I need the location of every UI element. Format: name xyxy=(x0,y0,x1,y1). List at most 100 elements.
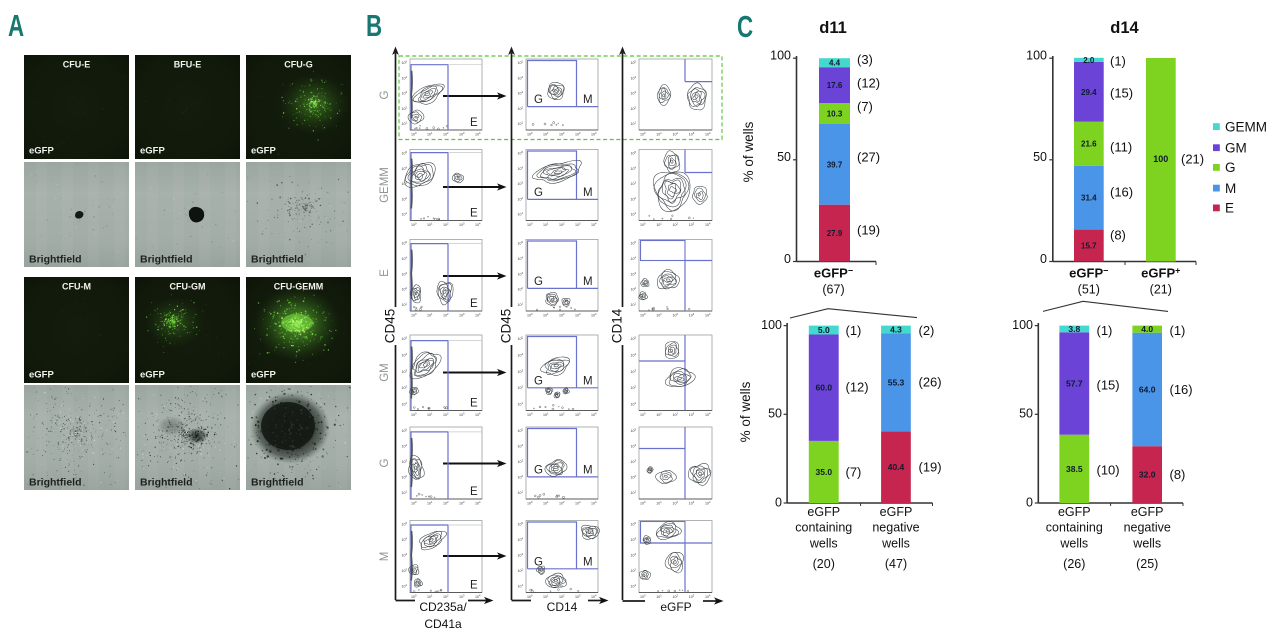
svg-text:M: M xyxy=(583,187,593,199)
svg-text:105: 105 xyxy=(631,521,637,526)
svg-text:104: 104 xyxy=(475,131,481,136)
svg-text:101: 101 xyxy=(402,121,408,126)
svg-text:103: 103 xyxy=(689,222,695,227)
svg-text:102: 102 xyxy=(631,385,637,390)
svg-text:M: M xyxy=(1225,181,1236,196)
svg-text:27.9: 27.9 xyxy=(827,229,843,238)
svg-text:104: 104 xyxy=(591,412,597,417)
svg-text:eGFP+: eGFP+ xyxy=(1141,266,1180,281)
svg-text:103: 103 xyxy=(402,552,408,557)
svg-text:(67): (67) xyxy=(822,283,844,297)
svg-text:(16): (16) xyxy=(1110,185,1133,200)
svg-text:102: 102 xyxy=(443,594,449,599)
svg-text:102: 102 xyxy=(402,105,408,110)
svg-text:CD45: CD45 xyxy=(499,309,514,344)
svg-text:29.4: 29.4 xyxy=(1081,88,1097,97)
svg-text:Brightfield: Brightfield xyxy=(251,477,304,489)
svg-text:102: 102 xyxy=(518,385,524,390)
svg-text:104: 104 xyxy=(402,537,408,542)
svg-text:105: 105 xyxy=(518,150,524,155)
svg-text:103: 103 xyxy=(631,90,637,95)
svg-text:(3): (3) xyxy=(857,52,873,67)
svg-text:100: 100 xyxy=(527,131,533,136)
svg-text:105: 105 xyxy=(631,150,637,155)
svg-text:32.0: 32.0 xyxy=(1139,470,1156,480)
svg-text:50: 50 xyxy=(768,407,782,421)
svg-text:105: 105 xyxy=(631,240,637,245)
svg-text:(1): (1) xyxy=(846,323,862,338)
svg-text:100: 100 xyxy=(1012,318,1033,332)
svg-text:102: 102 xyxy=(402,286,408,291)
svg-text:104: 104 xyxy=(591,312,597,317)
svg-text:(26): (26) xyxy=(919,375,942,390)
svg-text:E: E xyxy=(470,580,478,592)
svg-text:100: 100 xyxy=(640,594,646,599)
svg-text:BFU-E: BFU-E xyxy=(174,60,202,70)
svg-text:103: 103 xyxy=(689,412,695,417)
svg-text:(25): (25) xyxy=(1136,557,1158,571)
svg-text:103: 103 xyxy=(459,594,465,599)
svg-text:103: 103 xyxy=(575,412,581,417)
svg-text:102: 102 xyxy=(631,286,637,291)
svg-text:103: 103 xyxy=(518,459,524,464)
svg-text:103: 103 xyxy=(631,552,637,557)
svg-text:G: G xyxy=(534,276,543,288)
svg-text:103: 103 xyxy=(575,131,581,136)
svg-text:101: 101 xyxy=(427,312,433,317)
svg-text:103: 103 xyxy=(518,271,524,276)
svg-text:104: 104 xyxy=(631,75,637,80)
svg-text:(20): (20) xyxy=(813,557,835,571)
svg-text:101: 101 xyxy=(631,211,637,216)
svg-text:102: 102 xyxy=(673,312,679,317)
svg-text:102: 102 xyxy=(673,500,679,505)
svg-text:eGFP: eGFP xyxy=(1131,505,1164,519)
svg-text:102: 102 xyxy=(631,196,637,201)
svg-text:(1): (1) xyxy=(1097,323,1113,338)
svg-text:57.7: 57.7 xyxy=(1066,379,1083,389)
svg-text:101: 101 xyxy=(518,490,524,495)
svg-text:(12): (12) xyxy=(846,380,869,395)
svg-text:101: 101 xyxy=(543,500,549,505)
svg-text:101: 101 xyxy=(656,222,662,227)
svg-text:104: 104 xyxy=(705,412,711,417)
svg-text:wells: wells xyxy=(1059,537,1088,551)
svg-text:101: 101 xyxy=(427,222,433,227)
svg-text:E: E xyxy=(470,398,478,410)
svg-text:101: 101 xyxy=(656,500,662,505)
svg-text:104: 104 xyxy=(705,500,711,505)
svg-text:(19): (19) xyxy=(857,223,880,238)
svg-text:104: 104 xyxy=(631,537,637,542)
svg-text:CFU-GEMM: CFU-GEMM xyxy=(274,282,324,292)
svg-text:(12): (12) xyxy=(857,76,880,91)
svg-text:103: 103 xyxy=(631,271,637,276)
svg-text:Brightfield: Brightfield xyxy=(251,254,304,266)
svg-text:31.4: 31.4 xyxy=(1081,194,1097,203)
svg-text:103: 103 xyxy=(575,594,581,599)
svg-text:100: 100 xyxy=(1153,154,1168,164)
svg-text:101: 101 xyxy=(518,211,524,216)
svg-text:102: 102 xyxy=(559,131,565,136)
svg-text:(8): (8) xyxy=(1110,228,1126,243)
svg-text:101: 101 xyxy=(631,302,637,307)
svg-text:104: 104 xyxy=(402,165,408,170)
svg-text:GEMM: GEMM xyxy=(1225,119,1267,134)
svg-text:eGFP: eGFP xyxy=(140,370,165,381)
svg-text:(15): (15) xyxy=(1097,378,1120,393)
svg-text:5.0: 5.0 xyxy=(818,325,830,335)
svg-text:GM: GM xyxy=(379,363,391,382)
svg-text:G: G xyxy=(534,375,543,387)
svg-text:101: 101 xyxy=(402,211,408,216)
svg-text:104: 104 xyxy=(591,131,597,136)
svg-text:103: 103 xyxy=(459,412,465,417)
svg-text:50: 50 xyxy=(1019,407,1033,421)
svg-text:102: 102 xyxy=(443,222,449,227)
svg-text:eGFP: eGFP xyxy=(880,505,913,519)
svg-text:103: 103 xyxy=(459,500,465,505)
svg-text:CD235a/: CD235a/ xyxy=(419,600,467,614)
svg-text:104: 104 xyxy=(705,131,711,136)
svg-text:102: 102 xyxy=(631,474,637,479)
svg-text:50: 50 xyxy=(777,150,791,164)
svg-text:104: 104 xyxy=(518,537,524,542)
svg-text:101: 101 xyxy=(427,594,433,599)
svg-text:104: 104 xyxy=(518,255,524,260)
